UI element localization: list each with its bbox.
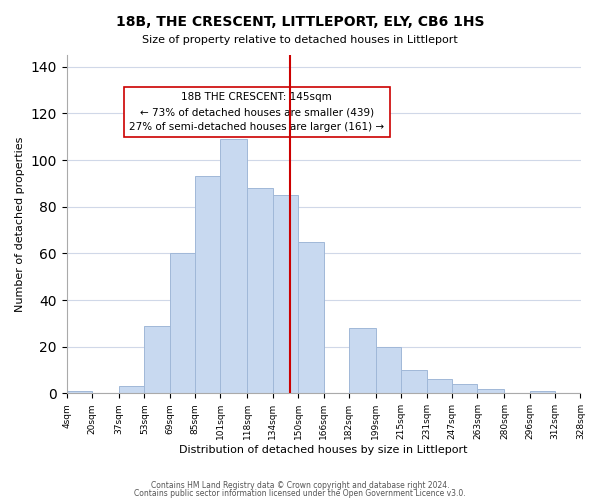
Bar <box>119 386 145 394</box>
Bar <box>427 380 452 394</box>
Bar <box>220 139 247 394</box>
Bar <box>452 384 478 394</box>
Text: Contains public sector information licensed under the Open Government Licence v3: Contains public sector information licen… <box>134 488 466 498</box>
Bar <box>247 188 273 394</box>
Text: Contains HM Land Registry data © Crown copyright and database right 2024.: Contains HM Land Registry data © Crown c… <box>151 481 449 490</box>
Bar <box>376 346 401 394</box>
Bar <box>349 328 376 394</box>
Text: 18B, THE CRESCENT, LITTLEPORT, ELY, CB6 1HS: 18B, THE CRESCENT, LITTLEPORT, ELY, CB6 … <box>116 15 484 29</box>
Bar <box>298 242 323 394</box>
X-axis label: Distribution of detached houses by size in Littleport: Distribution of detached houses by size … <box>179 445 468 455</box>
Bar <box>478 388 505 394</box>
Bar <box>170 254 195 394</box>
Bar <box>145 326 170 394</box>
Y-axis label: Number of detached properties: Number of detached properties <box>15 136 25 312</box>
Text: Size of property relative to detached houses in Littleport: Size of property relative to detached ho… <box>142 35 458 45</box>
Bar <box>530 391 555 394</box>
Bar <box>401 370 427 394</box>
Text: 18B THE CRESCENT: 145sqm
← 73% of detached houses are smaller (439)
27% of semi-: 18B THE CRESCENT: 145sqm ← 73% of detach… <box>129 92 385 132</box>
Bar <box>273 195 298 394</box>
Bar <box>195 176 220 394</box>
Bar <box>67 391 92 394</box>
